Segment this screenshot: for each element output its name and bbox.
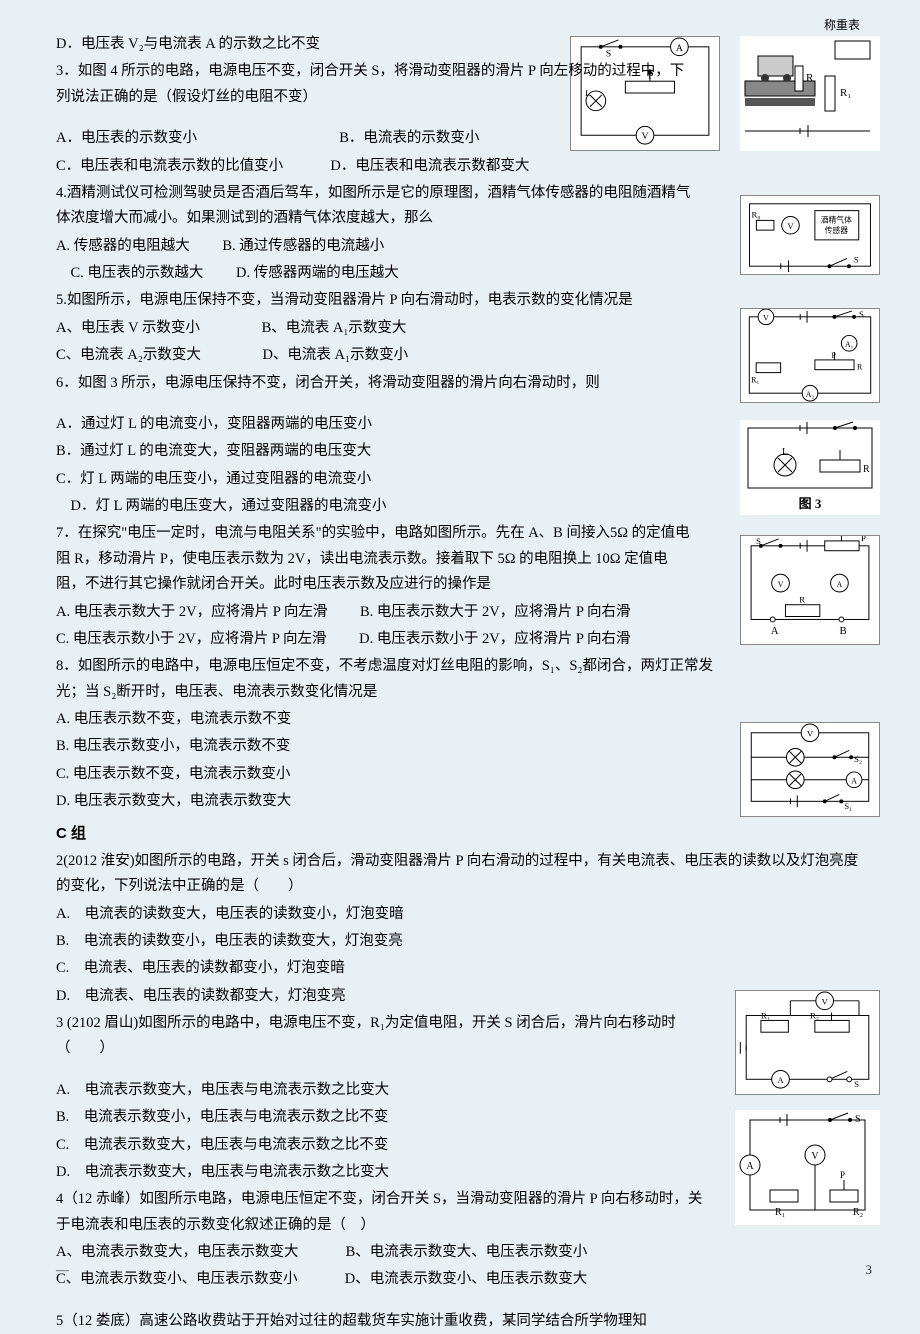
q8-c: C. 电压表示数不变，电流表示数变小 — [56, 762, 696, 787]
q7-b: B. 电压表示数大于 2V，应将滑片 P 向右滑 — [360, 604, 631, 620]
q4-stem: 4.酒精测试仪可检测驾驶员是否酒后驾车，如图所示是它的原理图，酒精气体传感器的电… — [56, 181, 696, 232]
q7-d: D. 电压表示数小于 2V，应将滑片 P 向右滑 — [359, 631, 630, 647]
q8-d: D. 电压表示数变大，电流表示数变大 — [56, 789, 696, 814]
q7-cd: C. 电压表示数小于 2V，应将滑片 P 向左滑 D. 电压表示数小于 2V，应… — [56, 627, 696, 652]
c2-stem: 2(2012 淮安)如图所示的电路，开关 s 闭合后，滑动变阻器滑片 P 向右滑… — [56, 849, 872, 900]
q4-cd: C. 电压表的示数越大 D. 传感器两端的电压越大 — [56, 261, 696, 286]
q7-stem: 7．在探究"电压一定时，电流与电阻关系"的实验中，电路如图所示。先在 A、B 间… — [56, 521, 696, 597]
footer-dash: — — [56, 1259, 69, 1282]
q7-c: C. 电压表示数小于 2V，应将滑片 P 向左滑 — [56, 631, 327, 647]
q3-opts-ab: A．电压表的示数变小 B．电流表的示数变小 — [56, 126, 696, 151]
q7-a: A. 电压表示数大于 2V，应将滑片 P 向左滑 — [56, 604, 327, 620]
q3-b: B．电流表的示数变小 — [339, 130, 479, 146]
c2-b: B. 电流表的读数变小，电压表的读数变大，灯泡变亮 — [56, 929, 696, 954]
c4-a: A、电流表示数变大，电压表示数变大 — [56, 1244, 298, 1260]
q7-ab: A. 电压表示数大于 2V，应将滑片 P 向左滑 B. 电压表示数大于 2V，应… — [56, 600, 696, 625]
q4-b: B. 通过传感器的电流越小 — [222, 238, 384, 254]
q5-ab: A、电压表 V 示数变小 B、电流表 A₁示数变大 — [56, 316, 696, 341]
q4-d: D. 传感器两端的电压越大 — [236, 265, 399, 281]
c3-d: D. 电流表示数变大，电压表与电流表示数之比变大 — [56, 1160, 696, 1185]
c2-a: A. 电流表的读数变大，电压表的读数变小，灯泡变暗 — [56, 902, 696, 927]
q3-stem: 3．如图 4 所示的电路，电源电压不变，闭合开关 S，将滑动变阻器的滑片 P 向… — [56, 59, 696, 110]
c3-b: B. 电流表示数变小，电压表与电流表示数之比不变 — [56, 1105, 696, 1130]
q6-stem: 6．如图 3 所示，电源电压保持不变，闭合开关，将滑动变阻器的滑片向右滑动时，则 — [56, 371, 696, 396]
q5-stem: 5.如图所示，电源电压保持不变，当滑动变阻器滑片 P 向右滑动时，电表示数的变化… — [56, 288, 696, 313]
c4-b: B、电流表示数变大、电压表示数变小 — [346, 1244, 588, 1260]
q6-d: D．灯 L 两端的电压变大，通过变阻器的电流变小 — [56, 494, 696, 519]
q6-a: A．通过灯 L 的电流变小，变阻器两端的电压变小 — [56, 412, 696, 437]
q5-c: C、电流表 A₂示数变大 — [56, 347, 201, 363]
q5-d: D、电流表 A₁示数变小 — [262, 347, 408, 363]
q3-a: A．电压表的示数变小 — [56, 130, 197, 146]
c3-c: C. 电流表示数变大，电压表与电流表示数之比不变 — [56, 1133, 696, 1158]
c2-d: D. 电流表、电压表的读数都变大，灯泡变亮 — [56, 984, 696, 1009]
q6-c: C．灯 L 两端的电压变小，通过变阻器的电流变小 — [56, 467, 696, 492]
group-c-heading: C 组 — [56, 821, 872, 847]
c3-a: A. 电流表示数变大，电压表与电流表示数之比变大 — [56, 1078, 696, 1103]
c2-c: C. 电流表、电压表的读数都变小，灯泡变暗 — [56, 956, 696, 981]
q5-b: B、电流表 A₁示数变大 — [262, 320, 407, 336]
q3-opts-cd: C．电压表和电流表示数的比值变小 D．电压表和电流表示数都变大 — [56, 154, 696, 179]
c4-stem: 4（12 赤峰）如图所示电路，电源电压恒定不变，闭合开关 S，当滑动变阻器的滑片… — [56, 1187, 716, 1238]
q8-stem: 8．如图所示的电路中，电源电压恒定不变，不考虑温度对灯丝电阻的影响，S₁、S₂都… — [56, 654, 736, 705]
q4-ab: A. 传感器的电阻越大 B. 通过传感器的电流越小 — [56, 234, 696, 259]
c5-stem: 5（12 娄底）高速公路收费站于开始对过往的超载货车实施计重收费，某同学结合所学… — [56, 1309, 716, 1334]
q2-option-d: D．电压表 V₂与电流表 A 的示数之比不变 — [56, 32, 696, 57]
c3-stem: 3 (2102 眉山)如图所示的电路中，电源电压不变，R₁为定值电阻，开关 S … — [56, 1011, 716, 1062]
q3-d: D．电压表和电流表示数都变大 — [330, 158, 529, 174]
q8-b: B. 电压表示数变小，电流表示数不变 — [56, 734, 696, 759]
q5-a: A、电压表 V 示数变小 — [56, 320, 200, 336]
page-number: 3 — [866, 1259, 873, 1282]
q6-b: B．通过灯 L 的电流变大，变阻器两端的电压变大 — [56, 439, 696, 464]
q8-a: A. 电压表示数不变，电流表示数不变 — [56, 707, 696, 732]
q5-cd: C、电流表 A₂示数变大 D、电流表 A₁示数变小 — [56, 343, 696, 368]
q4-a: A. 传感器的电阻越大 — [56, 238, 190, 254]
q4-c: C. 电压表的示数越大 — [71, 265, 204, 281]
q3-c: C．电压表和电流表示数的比值变小 — [56, 158, 283, 174]
